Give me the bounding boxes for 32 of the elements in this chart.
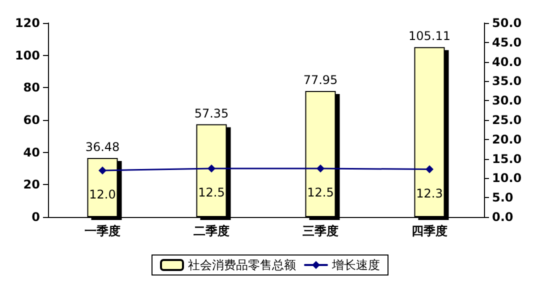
y2-tick-label: 15.0 bbox=[492, 152, 522, 166]
legend-label: 增长速度 bbox=[331, 258, 380, 272]
y-tick-label: 40 bbox=[23, 145, 40, 160]
y-tick-label: 0 bbox=[32, 210, 40, 224]
y-tick-label: 120 bbox=[14, 16, 40, 30]
y2-tick-label: 40.0 bbox=[492, 54, 522, 69]
data-label: 12.5 bbox=[198, 186, 225, 200]
y2-tick-label: 25.0 bbox=[492, 113, 522, 127]
x-tick-label: 二季度 bbox=[194, 224, 230, 238]
data-label: 12.0 bbox=[89, 187, 116, 202]
data-label: 105.11 bbox=[408, 29, 450, 44]
y2-tick-label: 50.0 bbox=[492, 16, 522, 30]
data-label: 77.95 bbox=[303, 72, 338, 87]
y-tick-label: 60 bbox=[23, 113, 40, 127]
y2-tick-label: 30.0 bbox=[492, 94, 522, 108]
y2-tick-label: 10.0 bbox=[492, 171, 522, 186]
y2-tick-label: 5.0 bbox=[492, 190, 514, 205]
data-label: 12.3 bbox=[416, 186, 443, 200]
data-label: 57.35 bbox=[194, 106, 229, 120]
y-tick-label: 20 bbox=[23, 178, 40, 192]
y-tick-label: 100 bbox=[14, 48, 40, 62]
data-label: 36.48 bbox=[85, 140, 120, 154]
data-label: 12.5 bbox=[307, 186, 334, 200]
x-tick-label: 四季度 bbox=[412, 224, 448, 238]
y2-tick-label: 35.0 bbox=[492, 74, 522, 88]
x-tick-label: 一季度 bbox=[84, 224, 120, 238]
y2-tick-label: 45.0 bbox=[492, 35, 522, 50]
legend-label: 社会消费品零售总额 bbox=[188, 258, 296, 272]
x-tick-label: 三季度 bbox=[302, 224, 338, 238]
y2-tick-label: 0.0 bbox=[492, 210, 514, 224]
y2-tick-label: 20.0 bbox=[492, 132, 522, 146]
y-tick-label: 80 bbox=[23, 80, 40, 95]
